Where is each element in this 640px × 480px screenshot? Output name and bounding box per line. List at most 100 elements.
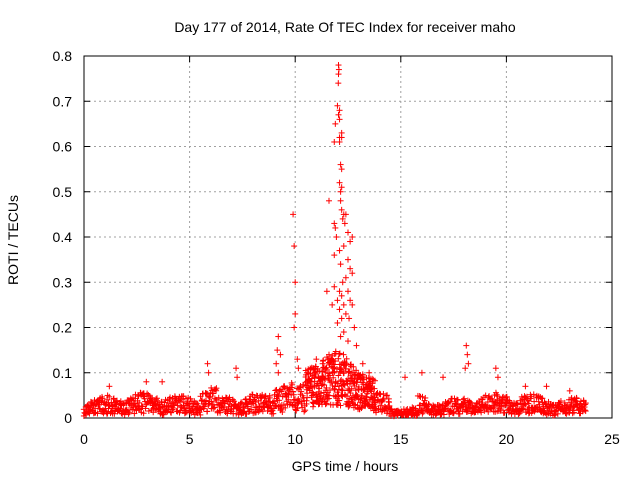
data-point: [425, 400, 432, 407]
data-point: [111, 410, 118, 417]
y-tick-label: 0.5: [53, 184, 73, 200]
data-point: [463, 342, 470, 349]
data-point: [365, 375, 372, 382]
data-point: [193, 401, 200, 408]
x-tick-label: 25: [604, 431, 620, 447]
data-point: [462, 400, 469, 407]
data-point: [465, 360, 472, 367]
data-point: [454, 397, 461, 404]
data-point: [338, 166, 345, 173]
data-point: [569, 410, 576, 417]
data-point: [126, 409, 133, 416]
data-point: [121, 411, 128, 418]
data-point: [275, 369, 282, 376]
data-point: [275, 392, 282, 399]
data-point: [335, 71, 342, 78]
data-point: [274, 347, 281, 354]
data-point: [525, 400, 532, 407]
data-point: [336, 116, 343, 123]
data-point: [313, 356, 320, 363]
data-point: [412, 405, 419, 412]
data-point: [278, 406, 285, 413]
data-point: [447, 398, 454, 405]
data-point: [275, 333, 282, 340]
data-point: [347, 238, 354, 245]
data-point: [290, 391, 297, 398]
data-point: [326, 372, 333, 379]
x-tick-label: 20: [499, 431, 515, 447]
y-tick-label: 0: [64, 410, 72, 426]
data-point: [330, 374, 337, 381]
data-point: [336, 351, 343, 358]
data-point: [255, 408, 262, 415]
y-tick-label: 0.6: [53, 139, 73, 155]
data-point: [450, 409, 457, 416]
data-point: [89, 401, 96, 408]
data-point: [359, 360, 366, 367]
data-point: [319, 368, 326, 375]
data-point: [573, 395, 580, 402]
data-point: [282, 404, 289, 411]
data-point: [204, 408, 211, 415]
data-point: [440, 374, 447, 381]
data-point: [99, 395, 106, 402]
data-point: [350, 363, 357, 370]
data-point: [144, 390, 151, 397]
data-point: [485, 408, 492, 415]
data-point: [337, 161, 344, 168]
data-point: [539, 395, 546, 402]
data-point: [454, 396, 461, 403]
data-point: [368, 384, 375, 391]
data-point: [203, 397, 210, 404]
data-point: [342, 211, 349, 218]
y-axis-label: ROTI / TECUs: [5, 195, 21, 285]
data-point: [290, 211, 297, 218]
data-point: [535, 398, 542, 405]
data-point: [530, 391, 537, 398]
data-point: [462, 365, 469, 372]
data-point: [453, 401, 460, 408]
data-point: [273, 360, 280, 367]
data-point: [464, 351, 471, 358]
data-point: [334, 389, 341, 396]
data-point: [492, 365, 499, 372]
data-point: [570, 409, 577, 416]
data-point: [582, 401, 589, 408]
data-point: [418, 369, 425, 376]
data-point: [312, 373, 319, 380]
data-point: [361, 387, 368, 394]
data-point: [323, 400, 330, 407]
data-point: [145, 407, 152, 414]
data-point: [330, 364, 337, 371]
data-point: [150, 409, 157, 416]
data-point: [229, 396, 236, 403]
data-points: [80, 62, 589, 420]
data-point: [337, 402, 344, 409]
data-point: [168, 409, 175, 416]
data-point: [503, 393, 510, 400]
data-point: [515, 411, 522, 418]
data-point: [347, 265, 354, 272]
data-point: [310, 403, 317, 410]
data-point: [426, 401, 433, 408]
data-point: [323, 288, 330, 295]
data-point: [221, 400, 228, 407]
data-point: [212, 386, 219, 393]
grid: [84, 56, 612, 418]
data-point: [335, 111, 342, 118]
data-point: [331, 138, 338, 145]
data-point: [142, 405, 149, 412]
data-point: [291, 243, 298, 250]
data-point: [340, 351, 347, 358]
data-point: [174, 402, 181, 409]
data-point: [238, 399, 245, 406]
data-point: [353, 379, 360, 386]
data-point: [503, 400, 510, 407]
y-tick-label: 0.8: [53, 48, 73, 64]
data-point: [161, 399, 168, 406]
data-point: [349, 234, 356, 240]
data-point: [277, 351, 284, 358]
x-tick-label: 10: [287, 431, 303, 447]
data-point: [159, 378, 166, 385]
data-point: [331, 283, 338, 290]
